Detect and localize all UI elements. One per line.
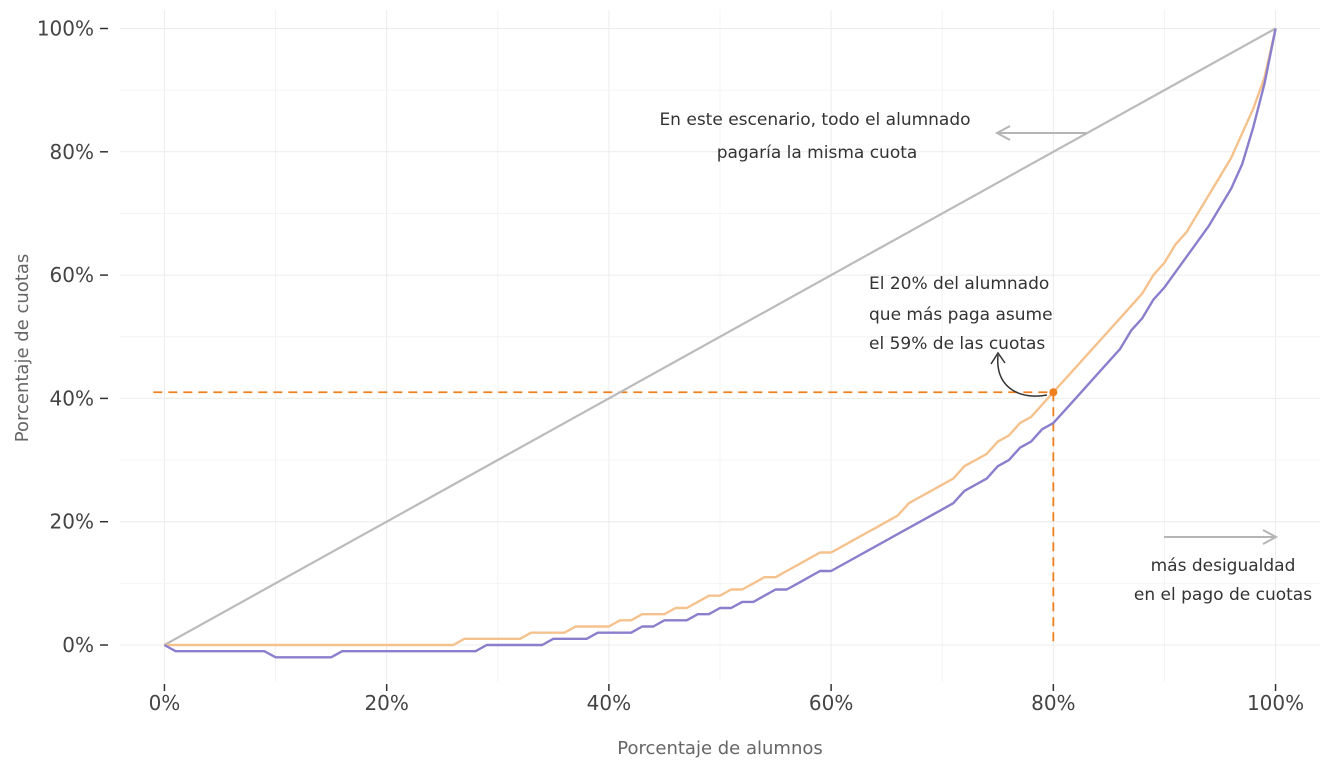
axis-ticks: 0% 20% 40% 60% 80% 100% 0% 20% 40% 60% 80% 100% — [37, 16, 1304, 715]
series-lorenz-curve-orange — [164, 28, 1277, 647]
x-axis-title: Porcentaje de alumnos — [617, 738, 823, 759]
curved-arrow-icon — [990, 351, 1048, 397]
x-tick-label: 40% — [587, 691, 631, 715]
y-tick-label: 80% — [50, 140, 94, 164]
annotation-equality-line-2: pagaría la misma cuota — [717, 143, 918, 163]
annotation-equality-line-1: En este escenario, todo el alumnado — [659, 110, 970, 130]
reference-lines — [153, 391, 1055, 646]
annotation-top20-line-1: El 20% del alumnado — [869, 274, 1049, 294]
series-lorenz-curve-purple — [163, 28, 1277, 659]
annotation-inequality-arrow — [1164, 529, 1279, 545]
annotation-top20-line-2: que más paga asume — [869, 305, 1053, 325]
highlight-point — [1049, 388, 1058, 397]
x-tick-label: 80% — [1031, 691, 1075, 715]
annotation-top20-line-3: el 59% de las cuotas — [869, 334, 1045, 354]
y-tick-label: 60% — [50, 263, 94, 287]
annotation-equality-arrow — [994, 125, 1086, 141]
y-tick-label: 100% — [37, 16, 94, 40]
y-tick-label: 0% — [62, 633, 94, 657]
y-tick-label: 20% — [50, 510, 94, 534]
x-tick-label: 100% — [1247, 691, 1304, 715]
annotation-inequality-line-2: en el pago de cuotas — [1134, 585, 1312, 605]
series-equality-line — [163, 27, 1277, 646]
highlight-layer — [1049, 388, 1058, 397]
x-tick-label: 20% — [364, 691, 408, 715]
annotation-inequality-line-1: más desigualdad — [1151, 556, 1296, 576]
x-tick-label: 60% — [809, 691, 853, 715]
chart-series — [163, 27, 1277, 659]
y-tick-label: 40% — [50, 386, 94, 410]
y-axis-title: Porcentaje de cuotas — [12, 254, 33, 443]
x-tick-label: 0% — [149, 691, 181, 715]
